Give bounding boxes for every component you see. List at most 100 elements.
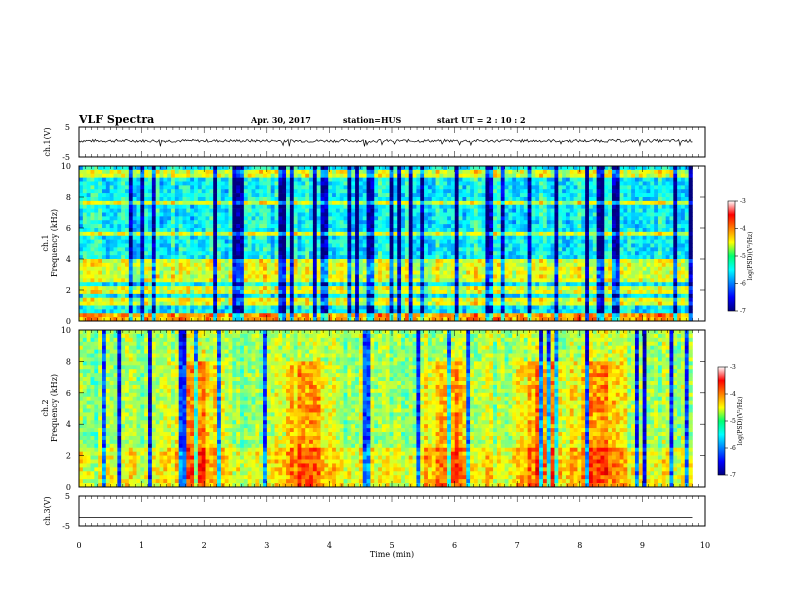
spectrogram-cell bbox=[680, 208, 686, 213]
spectrogram-cell bbox=[228, 220, 233, 225]
spectrogram-cell bbox=[631, 166, 636, 171]
spectrogram-cell bbox=[105, 262, 110, 268]
spectrogram-cell bbox=[339, 228, 344, 233]
spectrogram-cell bbox=[213, 181, 218, 186]
spectrogram-cell bbox=[105, 193, 110, 198]
spectrogram-cell bbox=[305, 235, 310, 240]
spectrogram-cell bbox=[558, 169, 563, 175]
spectrogram-cell bbox=[447, 189, 452, 194]
spectrogram-cell bbox=[496, 193, 502, 198]
spectrogram-cell bbox=[558, 255, 563, 260]
spectrogram-cell bbox=[255, 239, 260, 244]
spectrogram-cell bbox=[209, 247, 214, 252]
spectrogram-cell bbox=[148, 166, 153, 171]
spectrogram-cell bbox=[646, 212, 651, 217]
spectrogram-cell bbox=[489, 173, 494, 178]
spectrogram-cell bbox=[347, 189, 352, 194]
spectrogram-cell bbox=[355, 177, 360, 182]
spectrogram-cell bbox=[604, 278, 609, 283]
spectrogram-cell bbox=[259, 231, 264, 237]
spectrogram-cell bbox=[209, 185, 214, 190]
spectrogram-cell bbox=[86, 239, 91, 244]
spectrogram-cell bbox=[94, 239, 99, 244]
spectrogram-cell bbox=[320, 228, 325, 233]
spectrogram-cell bbox=[527, 212, 532, 217]
spectrogram-cell bbox=[86, 224, 91, 229]
spectrogram-cell bbox=[677, 173, 682, 178]
spectrogram-cell bbox=[688, 173, 693, 178]
spectrogram-cell bbox=[125, 251, 130, 256]
spectrogram-cell bbox=[194, 247, 199, 252]
spectrogram-cell bbox=[600, 169, 605, 175]
spectrogram-cell bbox=[673, 181, 678, 186]
spectrogram-cell bbox=[562, 189, 567, 194]
spectrogram-cell bbox=[408, 228, 413, 233]
spectrogram-cell bbox=[623, 231, 628, 237]
spectrogram-cell bbox=[657, 266, 663, 271]
spectrogram-cell bbox=[608, 220, 613, 225]
spectrogram-cell bbox=[144, 212, 149, 217]
spectrogram-cell bbox=[504, 197, 509, 202]
spectrogram-cell bbox=[424, 208, 429, 213]
spectrogram-cell bbox=[328, 251, 333, 256]
spectrogram-cell bbox=[278, 247, 283, 252]
spectrogram-cell bbox=[335, 193, 341, 198]
spectrogram-cell bbox=[355, 239, 360, 244]
spectrogram-cell bbox=[680, 270, 686, 275]
spectrogram-cell bbox=[148, 208, 153, 213]
spectrogram-cell bbox=[178, 282, 183, 287]
spectrogram-cell bbox=[470, 282, 475, 287]
spectrogram-cell bbox=[355, 181, 360, 186]
spectrogram-cell bbox=[205, 208, 210, 213]
spectrogram-cell bbox=[217, 266, 222, 271]
spectrogram-cell bbox=[109, 173, 114, 178]
spectrogram-cell bbox=[109, 216, 114, 221]
spectrogram-cell bbox=[205, 262, 210, 268]
spectrogram-cell bbox=[343, 231, 348, 237]
spectrogram-cell bbox=[408, 224, 413, 229]
spectrogram-cell bbox=[125, 266, 130, 271]
spectrogram-cell bbox=[140, 274, 145, 279]
spectrogram-cell bbox=[527, 278, 532, 283]
spectrogram-cell bbox=[454, 169, 459, 175]
spectrogram-cell bbox=[661, 266, 666, 271]
spectrogram-cell bbox=[565, 181, 571, 186]
spectrogram-cell bbox=[531, 166, 536, 171]
spectrogram-cell bbox=[243, 274, 248, 279]
spectrogram-cell bbox=[496, 247, 502, 252]
spectrogram-cell bbox=[159, 247, 164, 252]
spectrogram-cell bbox=[496, 235, 502, 240]
spectrogram-cell bbox=[661, 224, 666, 229]
spectrogram-cell bbox=[339, 270, 344, 275]
spectrogram-cell bbox=[539, 189, 544, 194]
spectrogram-cell bbox=[657, 173, 663, 178]
spectrogram-cell bbox=[416, 173, 421, 178]
spectrogram-cell bbox=[136, 228, 141, 233]
spectrogram-cell bbox=[109, 278, 114, 283]
spectrogram-cell bbox=[519, 212, 525, 217]
spectrogram-cell bbox=[125, 169, 130, 175]
spectrogram-cell bbox=[228, 282, 233, 287]
spectrogram-cell bbox=[588, 200, 594, 206]
spectrogram-cell bbox=[638, 173, 643, 178]
spectrogram-cell bbox=[182, 239, 187, 244]
spectrogram-cell bbox=[435, 204, 440, 209]
spectrogram-cell bbox=[650, 197, 655, 202]
spectrogram-cell bbox=[174, 224, 179, 229]
spectrogram-cell bbox=[293, 239, 298, 244]
spectrogram-cell bbox=[627, 278, 632, 283]
spectrogram-cell bbox=[554, 270, 559, 275]
spectrogram-cell bbox=[286, 216, 291, 221]
spectrogram-cell bbox=[140, 278, 145, 283]
spectrogram-cell bbox=[128, 235, 133, 240]
spectrogram-cell bbox=[588, 243, 594, 248]
spectrogram-cell bbox=[688, 169, 693, 175]
spectrogram-cell bbox=[512, 200, 517, 206]
spectrogram-cell bbox=[232, 220, 237, 225]
spectrogram-cell bbox=[270, 220, 275, 225]
spectrogram-cell bbox=[508, 220, 513, 225]
spectrogram-cell bbox=[151, 266, 156, 271]
spectrogram-cell bbox=[604, 173, 609, 178]
spectrogram-cell bbox=[171, 235, 176, 240]
spectrogram-cell bbox=[163, 224, 168, 229]
